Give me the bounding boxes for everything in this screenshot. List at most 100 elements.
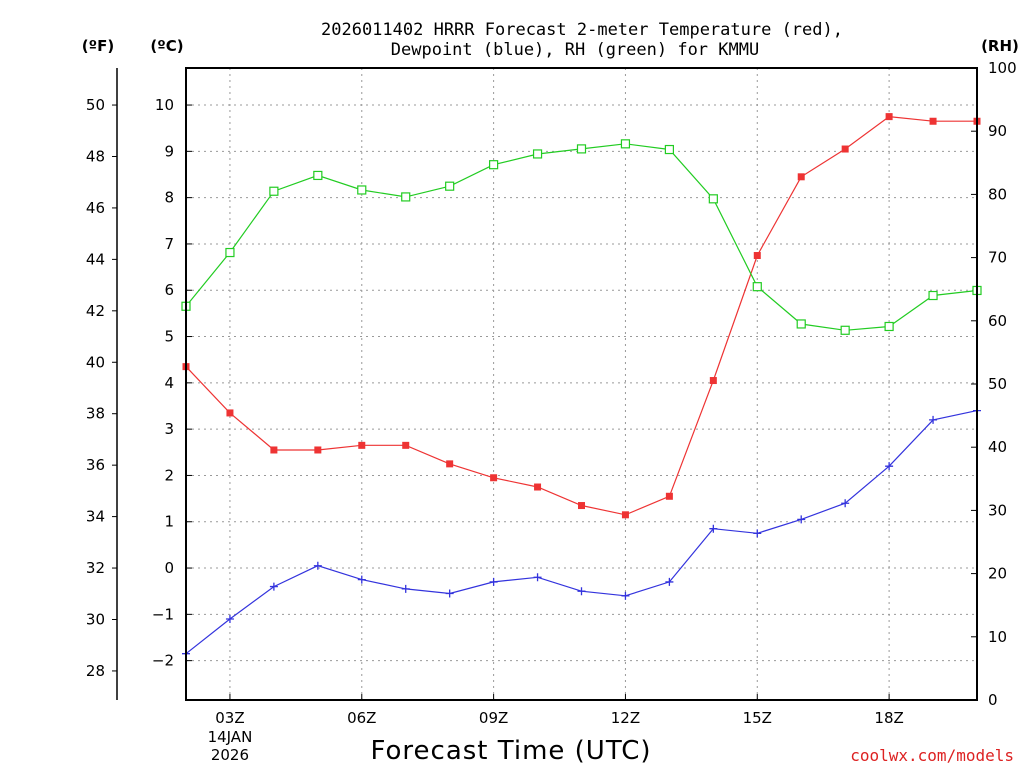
celsius-tick-label: 7: [164, 235, 174, 253]
rh-point: [401, 192, 411, 202]
celsius-tick-label: 9: [164, 142, 174, 160]
rh-point: [928, 290, 938, 301]
celsius-tick-label: 2: [164, 466, 174, 484]
celsius-tick-label: 4: [164, 374, 174, 392]
dewpoint-point: [753, 529, 762, 538]
celsius-tick-label: 6: [164, 281, 174, 299]
dewpoint-point: [929, 415, 938, 424]
x-tick-label: 18Z: [874, 709, 903, 727]
celsius-tick-label: 8: [164, 189, 174, 207]
dewpoint-point: [621, 591, 630, 600]
credit-text: coolwx.com/models: [850, 746, 1014, 765]
dewpoint-point: [841, 499, 850, 508]
fahrenheit-tick-label: 28: [86, 662, 105, 680]
dewpoint-point: [709, 524, 718, 533]
rh-point: [357, 185, 367, 195]
x-tick-year-label: 2026: [211, 746, 249, 764]
celsius-tick-label: 1: [164, 513, 174, 531]
temperature-series-line: [185, 115, 977, 516]
dewpoint-point: [885, 462, 894, 471]
rh-point: [313, 170, 323, 181]
dewpoint-point: [269, 582, 278, 591]
fahrenheit-tick-label: 48: [86, 147, 105, 165]
rh-point: [752, 282, 762, 292]
grid-lines: [186, 68, 977, 700]
fahrenheit-unit-label: (ºF): [82, 37, 114, 55]
temperature-point: [402, 441, 410, 449]
temperature-point: [841, 145, 849, 153]
dewpoint-point: [533, 573, 542, 582]
fahrenheit-tick-label: 32: [86, 559, 105, 577]
rh-point: [269, 186, 279, 196]
chart-title-line-1: 2026011402 HRRR Forecast 2-meter Tempera…: [321, 20, 843, 40]
plot-frame: [185, 67, 978, 701]
temperature-point: [885, 113, 893, 121]
series-layer: [181, 113, 982, 658]
fahrenheit-tick-label: 40: [86, 353, 105, 371]
dewpoint-point: [357, 575, 366, 584]
fahrenheit-tick-label: 42: [86, 302, 105, 320]
rh-point: [532, 149, 543, 159]
rh-point: [884, 321, 894, 332]
dewpoint-point: [489, 577, 498, 586]
temperature-point: [358, 441, 366, 449]
celsius-tick-label: 3: [164, 420, 174, 438]
rh-point: [445, 181, 455, 191]
temperature-point: [226, 409, 234, 417]
celsius-tick-label: 0: [164, 559, 174, 577]
dewpoint-point: [313, 561, 322, 570]
rh-unit-label: (RH): [981, 37, 1019, 55]
rh-tick-label: 90: [988, 122, 1007, 140]
rh-point: [225, 247, 235, 258]
rh-tick-label: 60: [988, 312, 1007, 330]
fahrenheit-tick-label: 36: [86, 456, 105, 474]
dewpoint-point: [401, 584, 410, 593]
temperature-point: [534, 483, 542, 491]
dewpoint-point: [225, 614, 234, 623]
rh-tick-label: 100: [988, 59, 1017, 77]
temperature-point: [578, 502, 585, 510]
x-tick-date-label: 14JAN: [208, 728, 253, 746]
rh-tick-label: 20: [988, 565, 1007, 583]
rh-tick-label: 80: [988, 185, 1007, 203]
temperature-point: [314, 446, 322, 454]
fahrenheit-tick-label: 38: [86, 405, 105, 423]
temperature-point: [270, 446, 278, 454]
dewpoint-point: [577, 587, 586, 596]
temperature-point: [621, 511, 629, 519]
dewpoint-point: [665, 577, 674, 586]
rh-point: [620, 139, 631, 149]
rh-tick-label: 10: [988, 628, 1007, 646]
rh-tick-label: 0: [988, 691, 998, 709]
rh-tick-label: 30: [988, 501, 1007, 519]
x-tick-label: 15Z: [743, 709, 772, 727]
x-tick-label: 09Z: [479, 709, 508, 727]
temperature-point: [709, 377, 717, 385]
temperature-point: [446, 460, 454, 468]
dewpoint-point: [797, 515, 806, 524]
dewpoint-series-line: [185, 410, 978, 655]
axes-layer: −2−1012345678910283032343638404244464850…: [86, 59, 1017, 764]
dewpoint-point: [445, 589, 454, 598]
chart-title-line-2: Dewpoint (blue), RH (green) for KMMU: [391, 40, 759, 60]
rh-tick-label: 40: [988, 438, 1007, 456]
celsius-tick-label: −1: [152, 605, 174, 623]
fahrenheit-tick-label: 30: [86, 610, 105, 628]
x-tick-label: 12Z: [611, 709, 640, 727]
rh-point: [840, 325, 850, 335]
celsius-unit-label: (ºC): [150, 37, 183, 55]
rh-tick-label: 50: [988, 375, 1007, 393]
celsius-tick-label: 10: [155, 96, 174, 114]
celsius-tick-label: 5: [164, 328, 174, 346]
rh-tick-label: 70: [988, 249, 1007, 267]
fahrenheit-tick-label: 50: [86, 96, 105, 114]
x-tick-label: 06Z: [347, 709, 376, 727]
temperature-point: [753, 252, 761, 260]
temperature-point: [665, 492, 673, 500]
x-tick-label: 03Z: [215, 709, 244, 727]
rh-point: [708, 194, 718, 204]
rh-point: [796, 319, 806, 329]
rh-series-line: [185, 143, 978, 331]
celsius-tick-label: −2: [152, 652, 174, 670]
